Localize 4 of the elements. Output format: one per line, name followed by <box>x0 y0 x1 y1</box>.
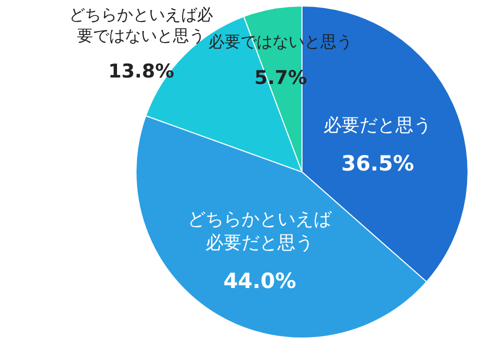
data-label: 44.0% <box>223 268 296 293</box>
slice-label: 必要だと思う <box>324 115 432 136</box>
slice-label: どちらかといえば必要だと思う <box>188 209 333 254</box>
data-label: 36.5% <box>341 152 414 176</box>
